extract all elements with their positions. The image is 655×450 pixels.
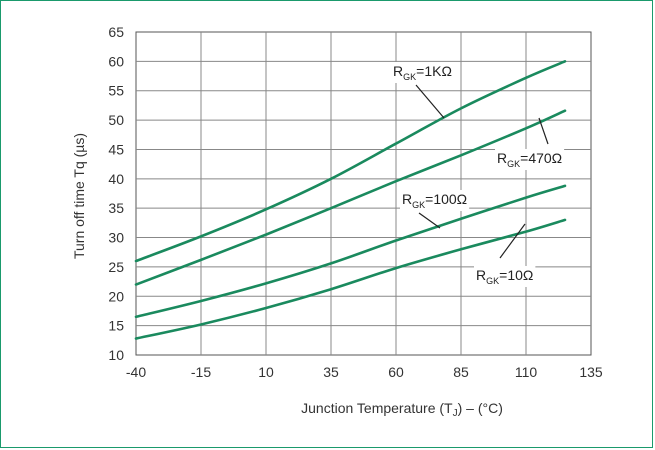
series-lines bbox=[134, 60, 567, 340]
series-line-rgk-100 bbox=[134, 184, 567, 319]
series-label-rgk-10: RGK=10Ω bbox=[476, 267, 533, 286]
series-label-rgk-1k: RGK=1KΩ bbox=[393, 63, 452, 82]
y-tick-label: 55 bbox=[108, 83, 124, 99]
series-labels: RGK=1KΩ RGK=470Ω RGK=100Ω RGK=10Ω bbox=[391, 62, 565, 287]
series-label-bg bbox=[495, 149, 565, 170]
x-axis-title-suffix: ) – (°C) bbox=[458, 400, 503, 416]
series-line-rgk-10 bbox=[134, 218, 567, 340]
x-tick-label: 60 bbox=[388, 364, 404, 380]
x-tick-label: 35 bbox=[323, 364, 339, 380]
x-axis-title-main: Junction Temperature (T bbox=[301, 400, 453, 416]
series-label-rgk-100: RGK=100Ω bbox=[402, 191, 467, 210]
leader-line-rgk-1k bbox=[415, 84, 445, 119]
x-axis-title-sub: J bbox=[453, 408, 458, 419]
x-tick-labels: -40 -15 10 35 60 85 110 135 bbox=[126, 364, 603, 380]
y-tick-label: 30 bbox=[108, 230, 124, 246]
series-label-bg bbox=[400, 190, 470, 211]
y-tick-label: 10 bbox=[108, 347, 124, 363]
series-line-rgk-470 bbox=[134, 109, 567, 286]
y-axis-title: Turn off time Tq (µs) bbox=[71, 133, 87, 259]
y-tick-label: 20 bbox=[108, 288, 124, 304]
x-tick-label: 10 bbox=[258, 364, 274, 380]
y-tick-label: 45 bbox=[108, 141, 124, 157]
y-tick-label: 40 bbox=[108, 171, 124, 187]
x-axis-title: Junction Temperature (TJ) – (°C) bbox=[301, 400, 503, 419]
x-tick-label: 85 bbox=[453, 364, 469, 380]
y-tick-label: 60 bbox=[108, 53, 124, 69]
leader-line-rgk-100 bbox=[418, 212, 441, 229]
series-label-bg bbox=[391, 62, 454, 83]
x-tick-label: 135 bbox=[579, 364, 603, 380]
y-tick-label: 25 bbox=[108, 259, 124, 275]
y-tick-label: 35 bbox=[108, 200, 124, 216]
leader-line-rgk-470 bbox=[538, 117, 549, 145]
series-label-rgk-470: RGK=470Ω bbox=[497, 150, 562, 169]
y-tick-labels: 10 15 20 25 30 35 40 45 50 55 60 65 bbox=[108, 24, 124, 363]
x-tick-label: -40 bbox=[126, 364, 146, 380]
y-tick-label: 15 bbox=[108, 318, 124, 334]
series-label-bg bbox=[474, 266, 536, 287]
plot-area bbox=[135, 31, 592, 356]
leader-line-rgk-10 bbox=[499, 223, 526, 259]
x-tick-label: -15 bbox=[191, 364, 211, 380]
x-tick-label: 110 bbox=[515, 364, 538, 380]
y-tick-label: 50 bbox=[108, 112, 124, 128]
series-line-rgk-1k bbox=[134, 60, 567, 263]
y-tick-label: 65 bbox=[108, 24, 124, 40]
